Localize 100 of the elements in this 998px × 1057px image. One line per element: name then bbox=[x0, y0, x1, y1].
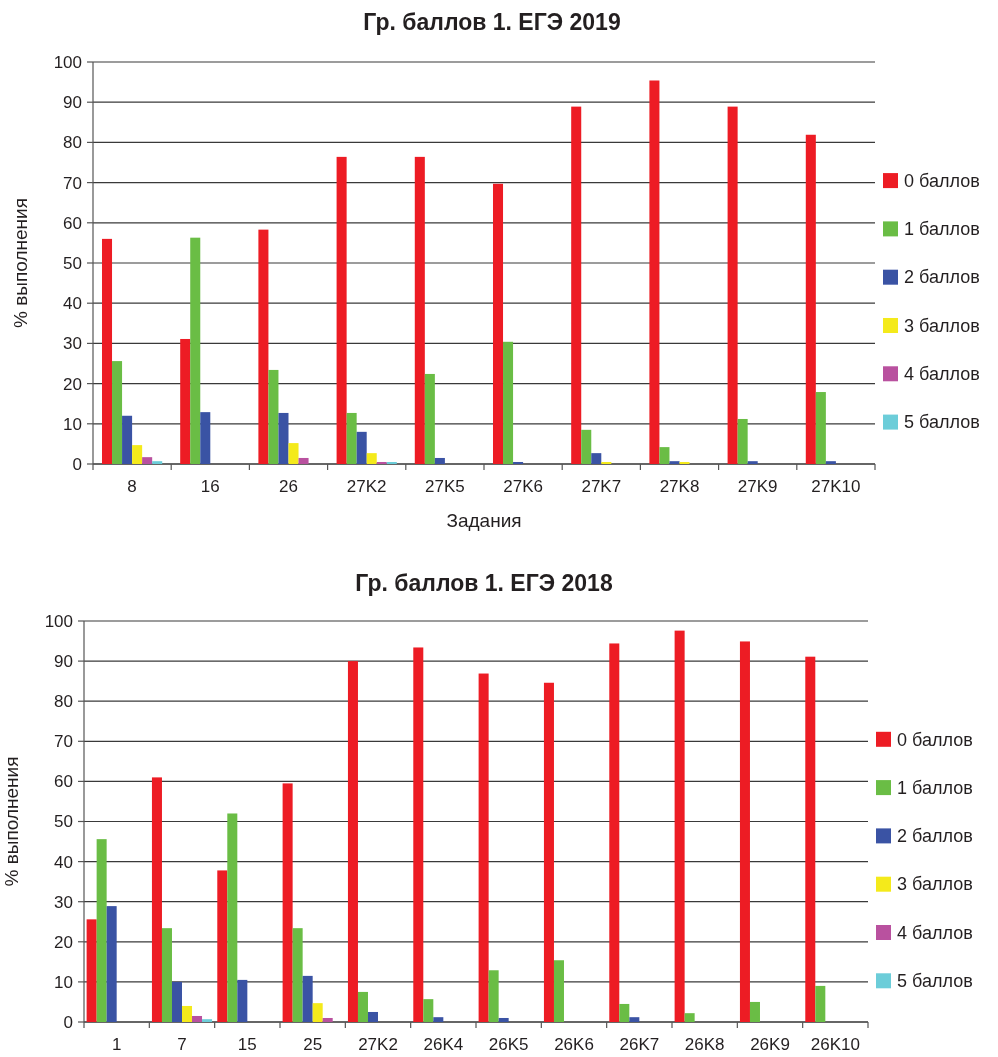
bar bbox=[200, 412, 211, 464]
bar bbox=[815, 392, 826, 464]
y-tick-label: 10 bbox=[63, 414, 82, 434]
y-tick-label: 80 bbox=[63, 133, 82, 153]
legend-label: 4 баллов bbox=[904, 364, 980, 385]
x-tick-label: 26K6 bbox=[554, 1035, 594, 1054]
legend-label: 5 баллов bbox=[897, 971, 973, 992]
y-tick-label: 60 bbox=[54, 772, 73, 792]
bar bbox=[424, 373, 435, 464]
bar bbox=[122, 415, 133, 464]
bar bbox=[805, 656, 816, 1022]
y-axis-title: % выполнения bbox=[1, 756, 22, 887]
bar bbox=[367, 1011, 378, 1022]
bar bbox=[737, 418, 748, 464]
bar bbox=[101, 238, 113, 464]
bar bbox=[322, 1017, 333, 1022]
bar bbox=[543, 682, 554, 1022]
bar bbox=[357, 991, 368, 1022]
bar bbox=[336, 156, 347, 464]
legend-label: 4 баллов bbox=[897, 922, 973, 943]
bar bbox=[815, 985, 826, 1022]
bar bbox=[112, 361, 123, 464]
bar bbox=[749, 1001, 760, 1022]
legend-label: 5 баллов bbox=[904, 412, 980, 433]
bar bbox=[649, 80, 660, 464]
bar bbox=[356, 431, 367, 464]
x-tick-label: 25 bbox=[303, 1035, 323, 1054]
x-tick-label: 27K6 bbox=[503, 477, 543, 496]
x-tick-label: 26K7 bbox=[619, 1035, 660, 1054]
y-tick-label: 20 bbox=[63, 374, 82, 394]
bar bbox=[171, 981, 182, 1022]
legend-label: 3 баллов bbox=[904, 315, 980, 336]
y-tick-label: 90 bbox=[63, 93, 82, 113]
bar bbox=[282, 783, 293, 1022]
bar bbox=[347, 661, 358, 1022]
bar bbox=[312, 1003, 323, 1022]
y-tick-label: 90 bbox=[54, 652, 73, 672]
bar bbox=[581, 429, 592, 464]
x-tick-label: 26K10 bbox=[810, 1035, 860, 1054]
bar bbox=[423, 999, 434, 1022]
x-tick-label: 1 bbox=[111, 1035, 122, 1054]
bar bbox=[727, 106, 738, 464]
bar bbox=[739, 641, 750, 1022]
bar bbox=[192, 1015, 203, 1022]
chart-title: Гр. баллов 1. ЕГЭ 2018 bbox=[355, 570, 613, 596]
bar bbox=[498, 1017, 509, 1022]
bar bbox=[629, 1017, 640, 1022]
bar bbox=[190, 237, 201, 464]
x-tick-label: 27K2 bbox=[346, 477, 387, 496]
x-tick-label: 27K5 bbox=[425, 477, 465, 496]
bar bbox=[302, 975, 313, 1022]
legend-label: 1 баллов bbox=[904, 219, 980, 240]
y-tick-label: 30 bbox=[63, 334, 82, 354]
bar bbox=[346, 412, 357, 464]
bar bbox=[292, 928, 303, 1022]
y-tick-label: 70 bbox=[54, 732, 73, 752]
legend-label: 3 баллов bbox=[897, 874, 973, 895]
bar bbox=[478, 673, 489, 1022]
legend-label: 0 баллов bbox=[897, 729, 973, 750]
bar bbox=[237, 979, 248, 1022]
x-tick-label: 26K9 bbox=[750, 1035, 790, 1054]
bar bbox=[152, 461, 163, 464]
x-tick-label: 27K10 bbox=[811, 477, 861, 496]
x-tick-label: 8 bbox=[127, 477, 137, 496]
bar bbox=[433, 1017, 444, 1022]
bar bbox=[268, 369, 279, 464]
bar bbox=[553, 960, 564, 1022]
bar bbox=[180, 338, 191, 464]
y-tick-label: 60 bbox=[63, 213, 82, 233]
bar bbox=[679, 461, 690, 464]
bar bbox=[386, 461, 397, 464]
bar bbox=[669, 461, 680, 464]
bar bbox=[278, 412, 289, 464]
bar bbox=[96, 839, 107, 1022]
y-tick-label: 0 bbox=[72, 454, 82, 474]
y-tick-label: 30 bbox=[54, 892, 73, 912]
bar bbox=[298, 457, 309, 464]
bar bbox=[161, 928, 172, 1022]
x-tick-label: 26 bbox=[279, 477, 298, 496]
bar bbox=[684, 1013, 695, 1022]
legend-label: 2 баллов bbox=[897, 826, 973, 847]
x-tick-label: 7 bbox=[177, 1035, 187, 1054]
bar bbox=[217, 870, 228, 1022]
bar bbox=[366, 453, 377, 464]
bar bbox=[619, 1003, 630, 1023]
y-tick-label: 40 bbox=[63, 294, 82, 314]
bar bbox=[258, 229, 269, 464]
y-tick-label: 50 bbox=[54, 812, 73, 832]
x-tick-label: 27K7 bbox=[581, 477, 622, 496]
bar bbox=[132, 445, 143, 464]
bar bbox=[142, 457, 153, 464]
bar bbox=[513, 461, 524, 464]
bar bbox=[488, 970, 499, 1022]
bar bbox=[805, 134, 816, 464]
y-tick-label: 10 bbox=[54, 972, 73, 992]
legend-label: 1 баллов bbox=[897, 777, 973, 798]
y-tick-label: 100 bbox=[44, 611, 73, 631]
bar bbox=[86, 919, 97, 1022]
bar bbox=[674, 630, 685, 1022]
x-tick-label: 26K5 bbox=[488, 1035, 529, 1054]
